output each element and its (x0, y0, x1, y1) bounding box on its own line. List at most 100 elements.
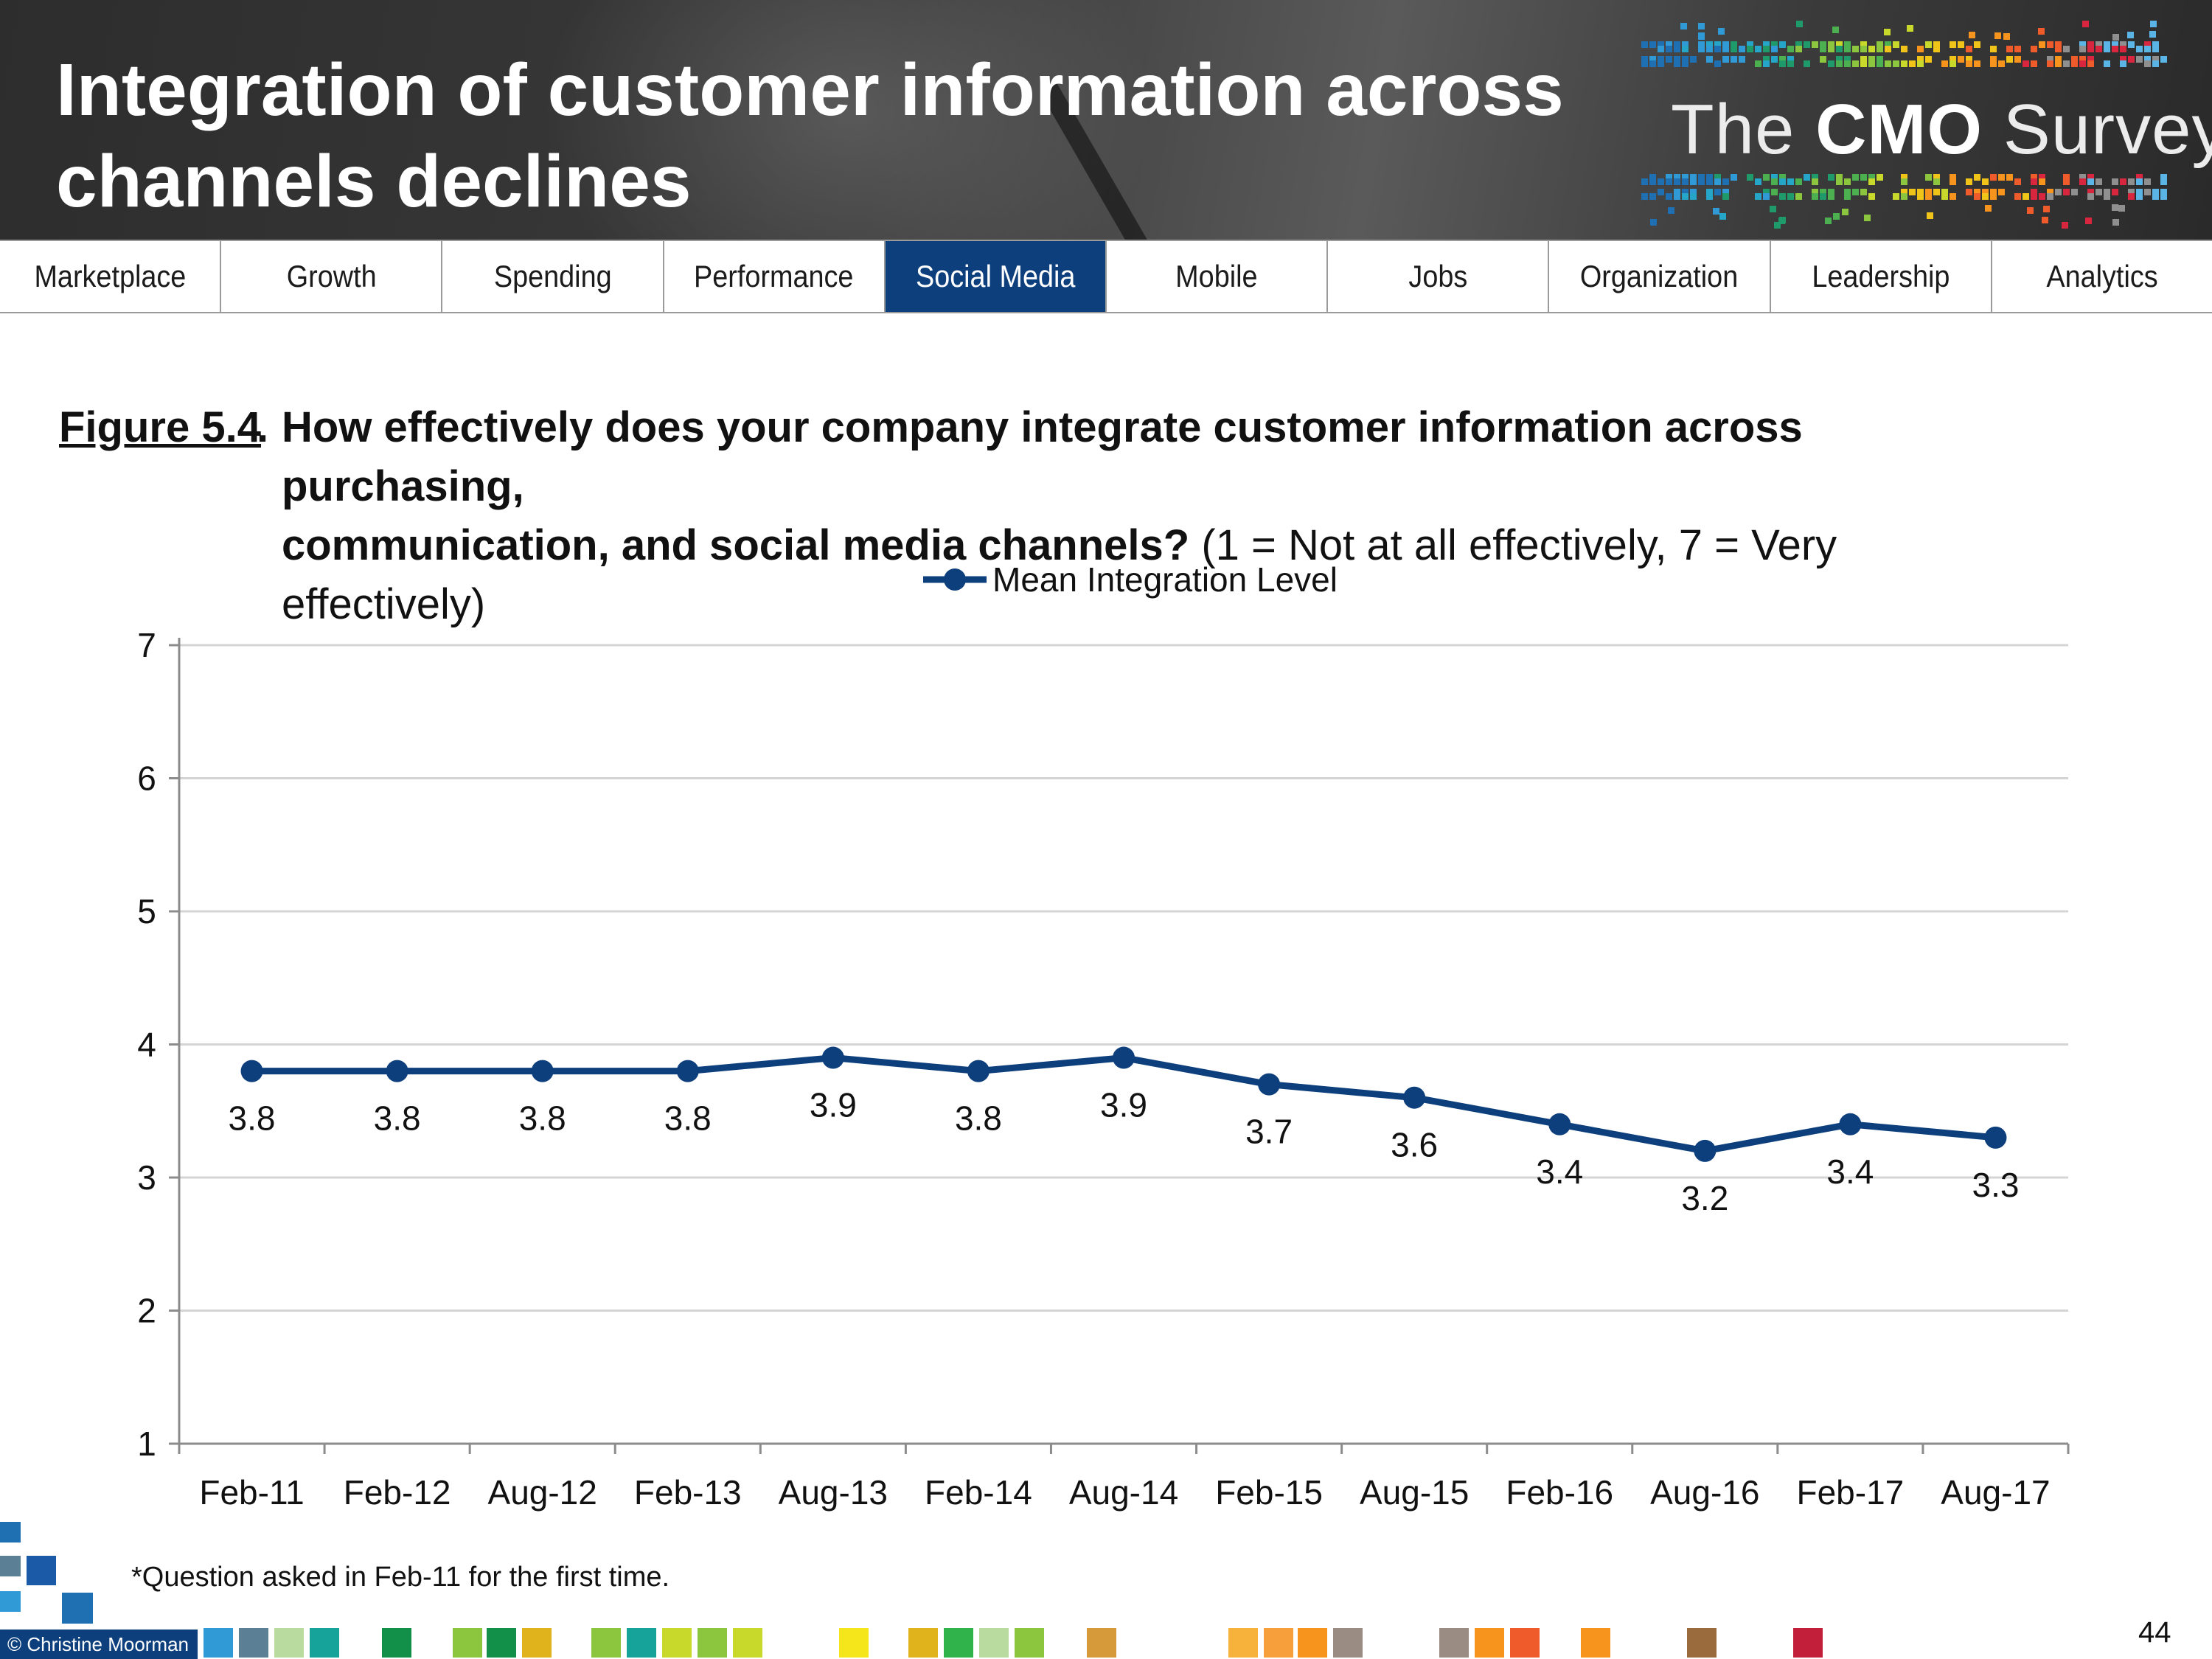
logo-pixel (1706, 189, 1713, 195)
decorative-square (239, 1628, 268, 1658)
tab-spending[interactable]: Spending (442, 241, 664, 312)
logo-pixel (2136, 178, 2143, 185)
logo-pixel (1674, 189, 1680, 195)
data-label: 3.3 (1972, 1166, 2019, 1204)
figure-label-suffix: . (257, 403, 269, 451)
logo-pixel (1860, 56, 1867, 63)
logo-pixel (1755, 193, 1761, 200)
logo-pixel (2023, 193, 2029, 200)
logo-pixel (1714, 41, 1721, 48)
logo-pixel (2120, 56, 2126, 63)
logo-pixel (2152, 193, 2159, 200)
logo-pixel (2047, 60, 2053, 67)
tab-label: Growth (286, 259, 377, 293)
logo-pixel (1641, 56, 1648, 63)
logo-pixel (1668, 207, 1674, 214)
tab-marketplace[interactable]: Marketplace (0, 241, 222, 312)
logo-pixel (2112, 178, 2118, 185)
data-point (240, 1060, 263, 1082)
logo-pixel (1877, 41, 1883, 48)
logo-pixel (2087, 189, 2094, 195)
data-point (1694, 1139, 1717, 1162)
tab-label: Social Media (915, 259, 1076, 293)
logo-pixel (1836, 60, 1843, 67)
logo-pixel (1917, 193, 1924, 200)
tab-social-media[interactable]: Social Media (885, 241, 1107, 312)
logo-pixel (2055, 60, 2062, 67)
logo-pixel (1985, 205, 1992, 212)
logo-pixel (1755, 46, 1761, 52)
logo-pixel (1868, 56, 1875, 63)
logo-pixel (2082, 21, 2089, 27)
decorative-square (908, 1628, 938, 1658)
decorative-square (1581, 1628, 1610, 1658)
logo-pixel (2152, 60, 2159, 67)
logo-pixel (2031, 174, 2037, 181)
logo-pixel (1844, 41, 1851, 48)
page-title: Integration of customer information acro… (56, 44, 1604, 227)
decorative-square (487, 1628, 516, 1658)
logo-pixel (2118, 205, 2125, 212)
y-tick-label: 5 (137, 892, 156, 931)
tab-mobile[interactable]: Mobile (1107, 241, 1329, 312)
logo-pixel (1779, 56, 1786, 63)
data-point (821, 1046, 844, 1069)
logo-pixel (1958, 41, 1964, 48)
logo-pixel (1674, 174, 1680, 181)
logo-pixel (1982, 178, 1989, 185)
tab-leadership[interactable]: Leadership (1771, 241, 1992, 312)
decorative-square (1439, 1628, 1469, 1658)
tab-analytics[interactable]: Analytics (1992, 241, 2212, 312)
logo-pixel (1719, 213, 1726, 220)
decorative-square (382, 1628, 411, 1658)
logo-pixel (1722, 178, 1729, 185)
logo-pixel (1747, 46, 1753, 52)
logo-pixel (2136, 174, 2143, 181)
logo-pixel (1763, 189, 1770, 195)
logo-pixel (2031, 46, 2037, 52)
data-label: 3.6 (1391, 1126, 1438, 1164)
logo-pixel (1690, 174, 1697, 181)
logo-pixel (1658, 41, 1664, 48)
logo-pixel (1950, 41, 1956, 48)
logo-pixel (1755, 178, 1761, 185)
logo-pixel (2087, 60, 2094, 67)
logo-pixel (1714, 60, 1721, 67)
copyright: © Christine Moorman (0, 1630, 198, 1659)
logo-pixel (1907, 25, 1913, 32)
logo-pixel (2014, 46, 2021, 52)
tab-label: Leadership (1812, 259, 1950, 293)
logo-pixel (1682, 193, 1688, 200)
logo-pixel (1779, 178, 1786, 185)
logo-pixel (1771, 46, 1778, 52)
logo-pixel (1690, 56, 1697, 63)
y-tick-label: 1 (137, 1425, 156, 1463)
logo-pixel (1763, 60, 1770, 67)
logo-pixel (1812, 178, 1818, 185)
tab-growth[interactable]: Growth (221, 241, 443, 312)
decorative-square (1228, 1628, 1258, 1658)
logo-pixel (1666, 178, 1672, 185)
tab-performance[interactable]: Performance (664, 241, 886, 312)
logo-pixel (1680, 23, 1687, 29)
tab-jobs[interactable]: Jobs (1328, 241, 1550, 312)
data-point (531, 1060, 554, 1082)
logo-pixel (1974, 189, 1980, 195)
logo-pixel (1787, 193, 1794, 200)
logo-pixel (1763, 46, 1770, 52)
logo-pixel (1787, 56, 1794, 63)
logo-pixel (1641, 178, 1648, 185)
logo-pixel (1641, 60, 1648, 67)
logo-pixel (1722, 189, 1729, 195)
logo-pixel (1925, 193, 1932, 200)
logo-pixel (2087, 193, 2094, 200)
logo-pixel (1649, 193, 1656, 200)
decorative-square (1333, 1628, 1363, 1658)
logo-pixel (1641, 193, 1648, 200)
tab-organization[interactable]: Organization (1549, 241, 1771, 312)
figure-question-scale: (1 = Not at all effectively, 7 = Very ef… (282, 521, 1837, 628)
logo-pixel (1812, 193, 1818, 200)
logo-pixel (2039, 193, 2045, 200)
logo-pixel (1770, 206, 1776, 212)
y-tick-label: 2 (137, 1292, 156, 1330)
